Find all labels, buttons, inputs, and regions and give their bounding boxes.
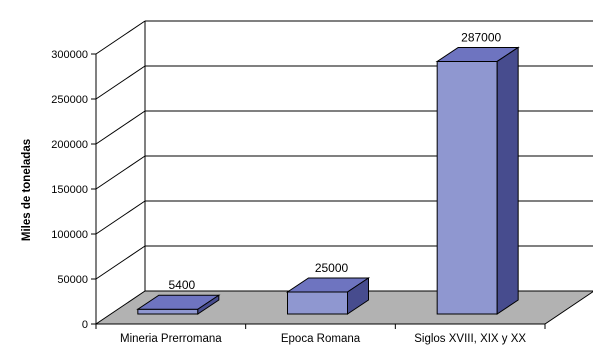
data-label: 287000	[461, 30, 501, 44]
gridline-side	[95, 200, 146, 235]
x-category-label: Epoca Romana	[281, 333, 361, 345]
bars: 5400 25000 287000	[136, 30, 520, 315]
bar-front	[137, 308, 199, 315]
y-tick-label: 0	[82, 319, 88, 331]
y-tick-label: 150000	[51, 184, 88, 196]
y-axis-ticks: 0 50000 100000 150000 200000 250000 300000	[51, 49, 96, 331]
y-tick-label: 200000	[51, 139, 88, 151]
gridline-side	[95, 110, 146, 145]
data-label: 25000	[315, 261, 349, 275]
gridline-side	[95, 155, 146, 190]
y-tick-label: 300000	[51, 49, 88, 61]
bar-front	[287, 291, 348, 315]
bar-2: 25000	[285, 261, 371, 315]
data-label: 5400	[168, 278, 195, 292]
y-tick-label: 250000	[51, 94, 88, 106]
bar-side	[496, 46, 519, 315]
bar-side	[347, 277, 369, 315]
x-axis-categories: Mineria Prerromana Epoca Romana Siglos XVI…	[120, 333, 526, 345]
bar-3: 287000	[435, 30, 520, 315]
y-axis-label: Miles de toneladas	[21, 139, 33, 241]
bar-side	[197, 294, 220, 315]
x-category-label: Siglos XVIII, XIX y XX	[414, 333, 526, 345]
bar-1: 5400	[136, 278, 221, 315]
gridline-side	[95, 20, 146, 55]
y-tick-label: 50000	[57, 274, 88, 286]
gridline-side	[95, 245, 146, 280]
bar-front	[436, 60, 498, 315]
x-category-label: Mineria Prerromana	[120, 333, 222, 345]
gridline-side	[95, 65, 146, 100]
y-tick-label: 100000	[51, 229, 88, 241]
